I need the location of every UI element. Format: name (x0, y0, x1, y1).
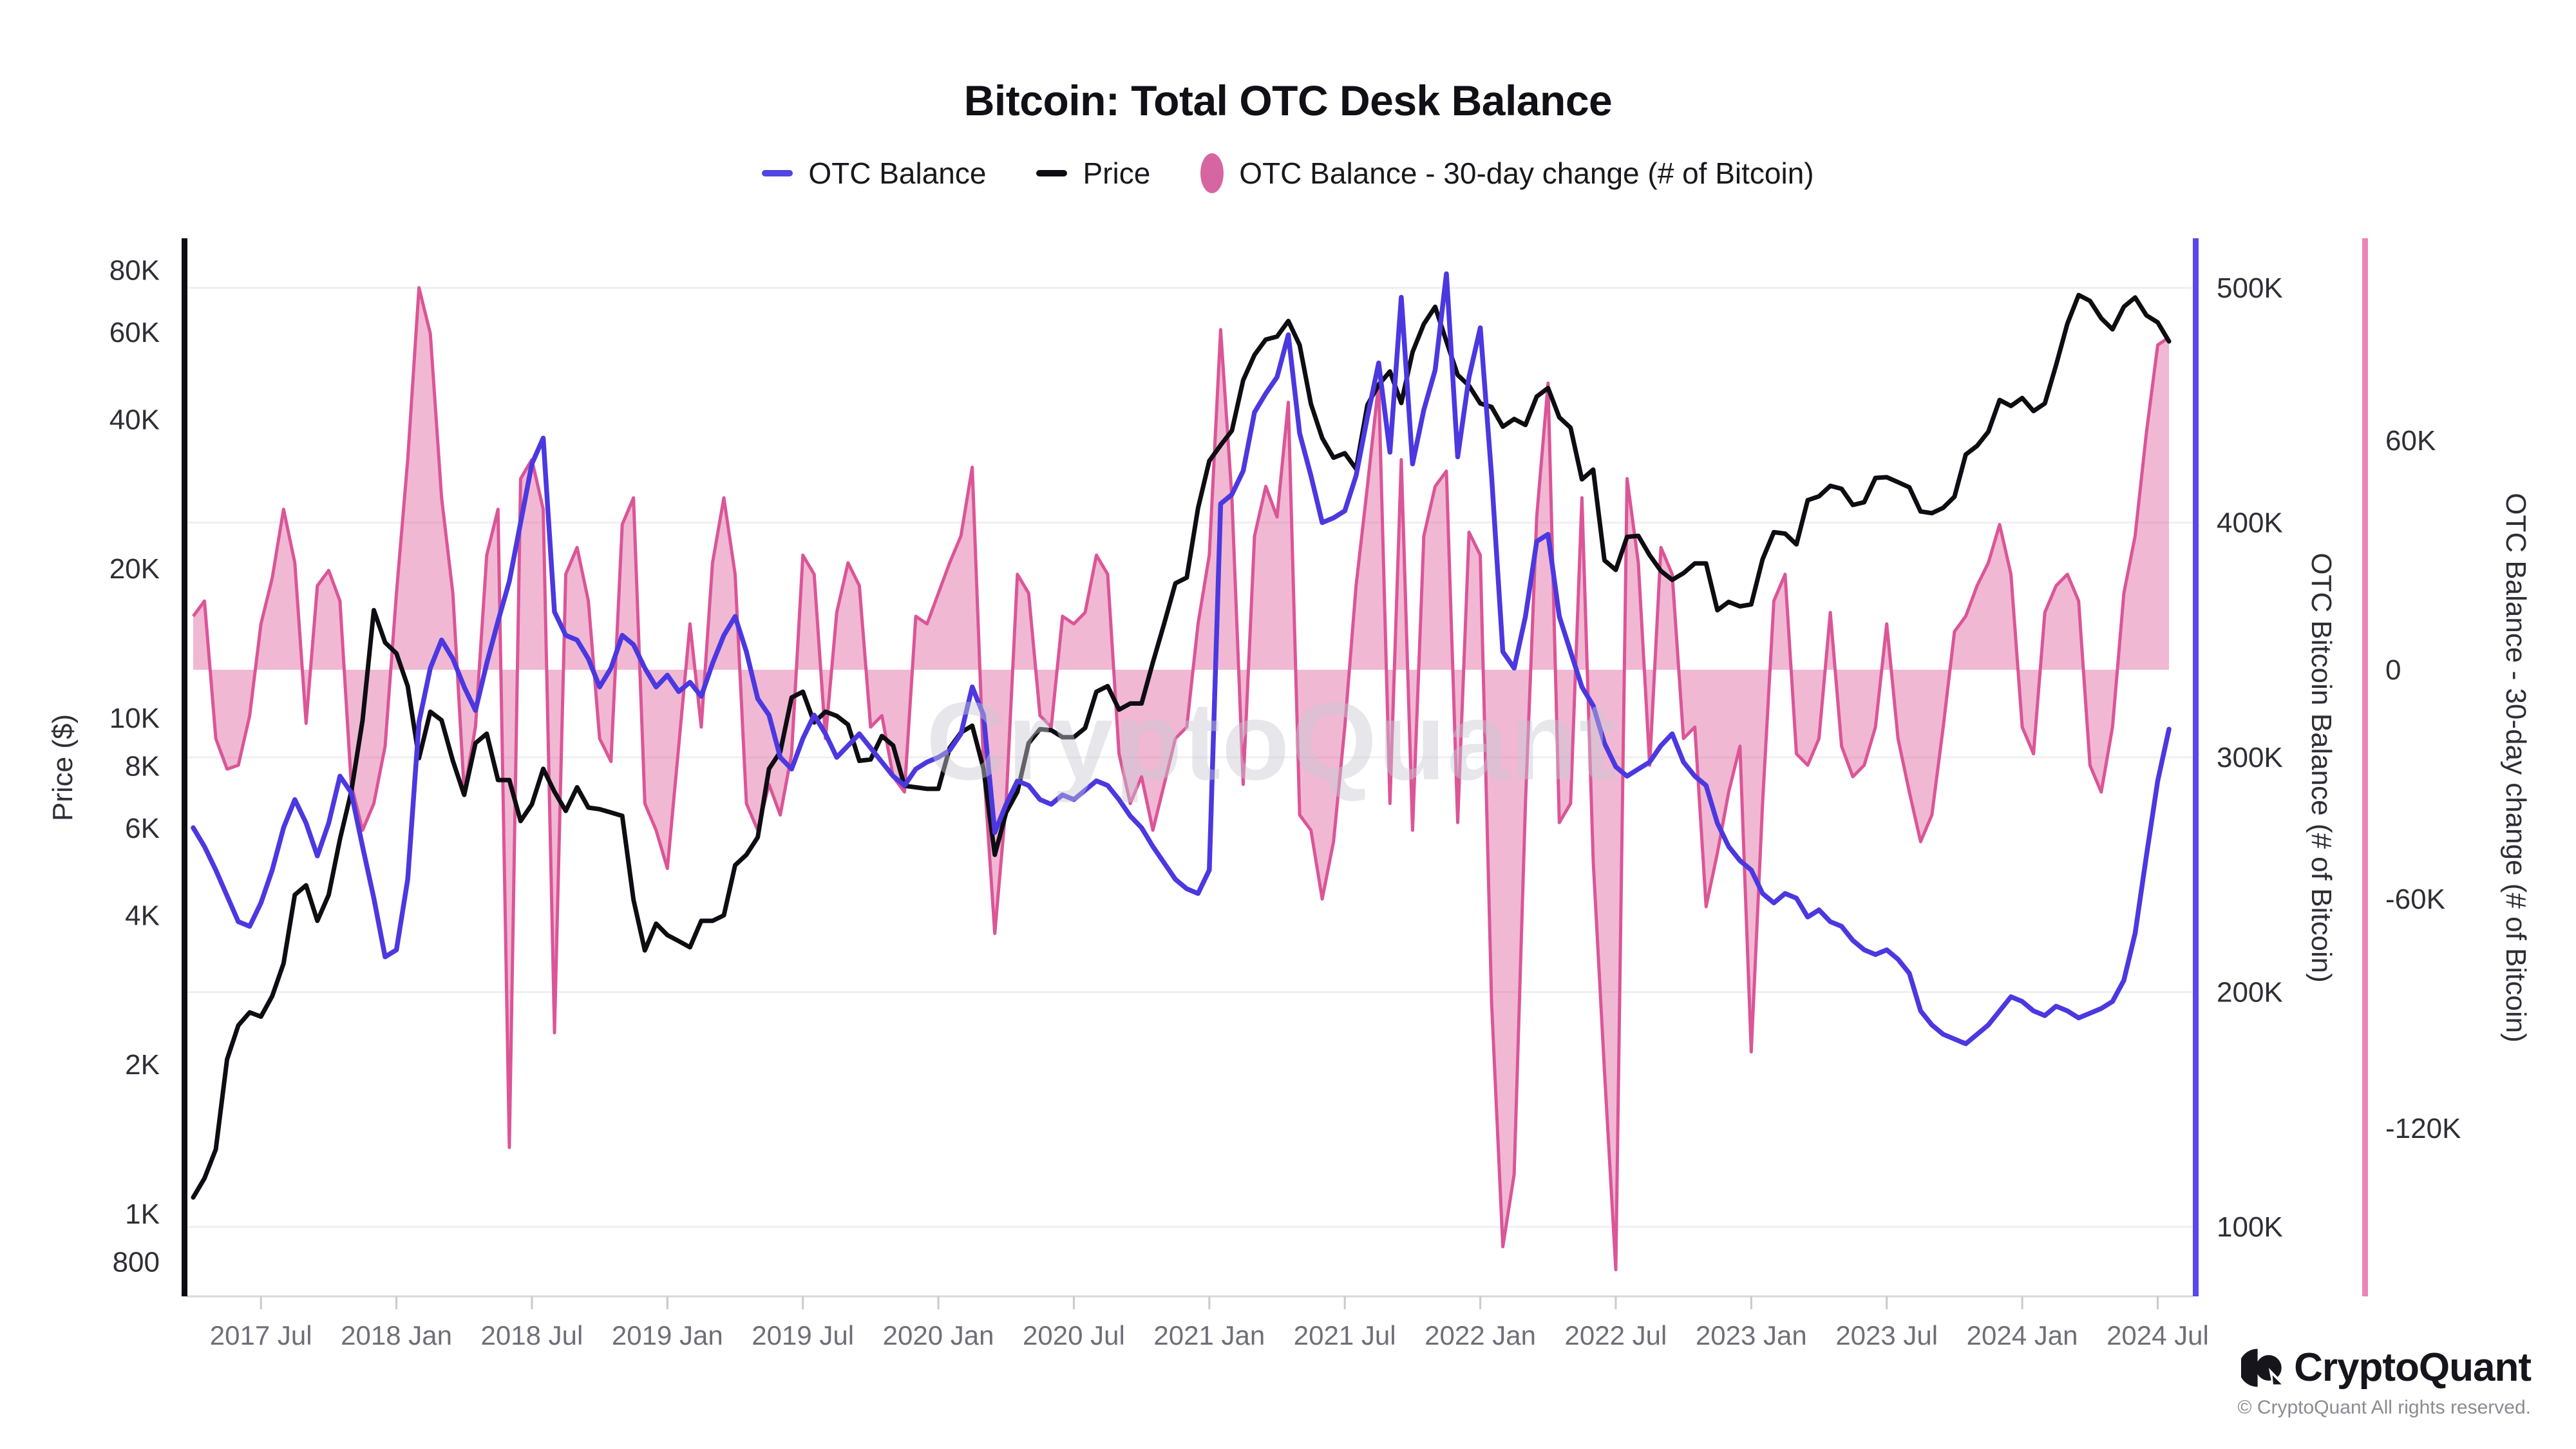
x-tick-label: 2020 Jan (883, 1320, 994, 1350)
balance-tick-label: 400K (2217, 507, 2283, 539)
price-tick-label: 60K (109, 317, 160, 348)
balance-tick-label: 500K (2217, 272, 2283, 304)
change-tick-label: -60K (2385, 884, 2445, 915)
balance-tick-label: 300K (2217, 742, 2283, 773)
balance-axis-title: OTC Bitcoin Balance (# of Bitcoin) (2306, 553, 2337, 983)
otc-balance-swatch-icon (762, 170, 793, 176)
cryptoquant-logo-icon (2241, 1349, 2283, 1387)
balance-tick-label: 200K (2217, 977, 2283, 1009)
x-tick-label: 2019 Jul (752, 1320, 854, 1350)
balance-tick-label: 100K (2217, 1211, 2283, 1243)
price-tick-label: 8K (125, 751, 160, 782)
otc-balance-line[interactable] (191, 271, 2172, 1046)
change-axis-line (2362, 238, 2368, 1296)
x-tick-label: 2023 Jan (1696, 1320, 1807, 1350)
x-tick-label: 2019 Jan (612, 1320, 723, 1350)
legend-label: OTC Balance - 30-day change (# of Bitcoi… (1239, 156, 1814, 190)
x-tick-label: 2020 Jul (1023, 1320, 1125, 1350)
x-tick-label: 2021 Jan (1153, 1320, 1265, 1350)
price-line[interactable] (191, 292, 2172, 1200)
price-tick-label: 1K (125, 1198, 160, 1230)
x-tick-label: 2024 Jan (1967, 1320, 2078, 1350)
x-tick-label: 2018 Jul (481, 1320, 583, 1350)
price-tick-label: 2K (125, 1049, 160, 1081)
change-axis-title: OTC Balance - 30-day change (# of Bitcoi… (2500, 493, 2532, 1043)
change-area[interactable] (193, 287, 2169, 1270)
price-tick-label: 10K (109, 703, 160, 734)
price-tick-label: 4K (125, 900, 160, 931)
chart-title: Bitcoin: Total OTC Desk Balance (963, 77, 1613, 124)
brand-name: CryptoQuant (2294, 1345, 2532, 1390)
legend-item-otc-balance[interactable]: OTC Balance (762, 156, 986, 191)
price-swatch-icon (1036, 170, 1068, 176)
x-tick-label: 2023 Jul (1835, 1320, 1938, 1350)
cryptoquant-logo[interactable]: CryptoQuant (2241, 1345, 2532, 1390)
price-tick-label: 20K (109, 553, 160, 585)
x-tick-label: 2024 Jul (2107, 1320, 2209, 1350)
price-axis-title: Price ($) (47, 714, 79, 821)
legend-item-price[interactable]: Price (1036, 156, 1150, 191)
legend-label: OTC Balance (808, 156, 987, 190)
change-tick-label: 0 (2385, 654, 2401, 686)
legend-item-30day-change[interactable]: OTC Balance - 30-day change (# of Bitcoi… (1200, 153, 1814, 193)
price-tick-label: 40K (109, 404, 160, 435)
x-tick-label: 2018 Jan (341, 1320, 452, 1350)
change-tick-label: -120K (2385, 1113, 2461, 1144)
price-tick-label: 80K (109, 255, 160, 287)
balance-axis-line (2193, 238, 2199, 1296)
price-tick-label: 6K (125, 813, 160, 844)
price-axis-line (182, 238, 187, 1296)
change-outline[interactable] (191, 286, 2170, 1271)
legend-label: Price (1083, 156, 1151, 190)
x-tick-label: 2017 Jul (210, 1320, 312, 1350)
legend: OTC Balance Price OTC Balance - 30-day c… (0, 153, 2576, 193)
x-tick-label: 2022 Jan (1425, 1320, 1536, 1350)
change-swatch-icon (1200, 153, 1224, 193)
copyright: © CryptoQuant All rights reserved. (2237, 1397, 2531, 1418)
footer: CryptoQuant © CryptoQuant All rights res… (2237, 1345, 2532, 1419)
price-tick-label: 800 (113, 1247, 160, 1278)
change-tick-label: 60K (2385, 425, 2436, 457)
x-tick-label: 2022 Jul (1565, 1320, 1667, 1350)
x-tick-label: 2021 Jul (1294, 1320, 1396, 1350)
